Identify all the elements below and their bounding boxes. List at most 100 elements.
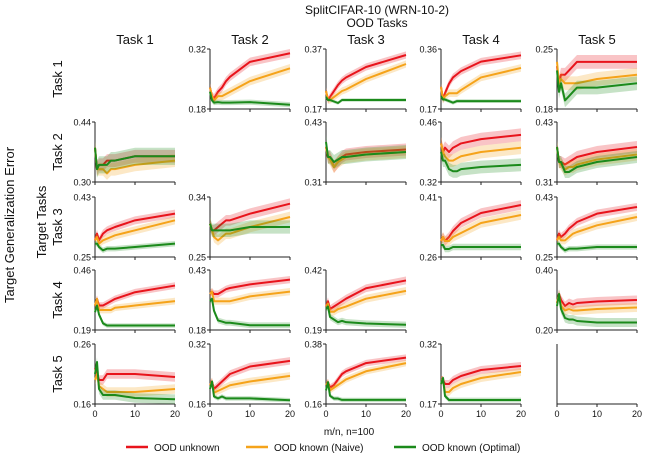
y-tick-label: 0.16 [73,400,91,410]
y-axis-label: Target Generalization Error [2,146,17,303]
y-tick-label: 0.36 [419,45,437,55]
series-line-3 [325,96,406,104]
series-line-3 [94,361,176,401]
confidence-band-1 [210,357,290,393]
legend-label-3: OOD known (Optimal) [422,443,520,454]
y-tick-label: 0.25 [535,45,553,55]
series-line-3 [440,151,522,173]
x-tick-label: 20 [401,409,411,419]
series-line-3 [557,242,637,252]
confidence-band-2 [557,55,637,91]
confidence-band-2 [95,141,175,180]
confidence-band-1 [326,276,406,314]
series-line-3 [556,70,638,102]
row-title-2: Task 2 [50,133,65,171]
y-tick-label: 0.31 [304,178,322,188]
series-line-3 [94,147,175,171]
x-tick-label: 0 [207,409,212,419]
x-tick-label: 20 [170,409,180,419]
panel-r5-c1: 0.26 0.16 [73,340,176,410]
panel-grid: Task 1 Task 2 Task 3 Task 4 Task 5 Task 1 Task… [50,32,642,419]
series-line-2 [440,66,522,101]
y-tick-label: 0.32 [419,340,437,350]
y-tick-label: 0.37 [304,45,322,55]
y-tick-label: 0.16 [304,400,322,410]
confidence-band-1 [326,141,406,173]
x-tick-label: 0 [323,409,328,419]
confidence-band-3 [210,295,290,329]
series-line-3 [556,146,638,173]
confidence-band-1 [557,141,637,171]
series-line-3 [209,297,290,327]
y-tick-label: 0.43 [188,266,206,276]
confidence-band-2 [441,64,521,104]
confidence-band-2 [326,141,406,173]
confidence-band-3 [95,357,175,404]
confidence-band-3 [95,139,175,178]
x-tick-label: 0 [554,409,559,419]
series-line-2 [94,219,176,245]
confidence-band-3 [557,63,637,108]
series-line-2 [209,67,291,102]
confidence-band-3 [557,289,637,327]
panel-r1-c3: 0.37 0.17 [304,45,407,115]
x-tick-label: 10 [130,409,140,419]
y-tick-label: 0.18 [188,326,206,336]
y-tick-label: 0.18 [188,105,206,115]
y-tick-label: 0.41 [419,193,437,203]
row-axis-label: Target Tasks [34,185,49,258]
confidence-band-3 [210,379,290,403]
legend-label-1: OOD unknown [154,443,220,454]
series-line-3 [94,304,175,327]
x-tick-label: 10 [592,409,602,419]
y-tick-label: 0.17 [419,105,437,115]
confidence-band-1 [95,209,175,245]
column-title-2: Task 2 [231,32,269,47]
y-tick-label: 0.43 [304,118,322,128]
x-tick-label: 20 [632,409,642,419]
x-tick-label: 0 [92,409,97,419]
confidence-band-2 [210,211,290,246]
series-line-3 [441,244,521,250]
y-tick-label: 0.46 [419,118,437,128]
panel-r2-c1: 0.44 0.30 [73,118,176,188]
panel-r1-c4: 0.36 0.17 [419,45,522,115]
y-tick-label: 0.17 [419,400,437,410]
series-line-3 [209,223,290,232]
panel-r2-c4: 0.46 0.32 [419,118,522,188]
y-tick-label: 0.25 [73,253,91,263]
column-title-4: Task 4 [462,32,500,47]
confidence-band-1 [557,203,637,245]
confidence-band-1 [326,51,406,104]
confidence-band-3 [557,141,637,178]
x-tick-label: 20 [516,409,526,419]
panel-r3-c5: 0.43 0.25 [535,193,638,263]
confidence-band-1 [557,289,637,311]
panel-r2-c5: 0.43 0.31 [535,118,638,188]
column-title-3: Task 3 [347,32,385,47]
y-tick-label: 0.31 [535,178,553,188]
y-tick-label: 0.20 [535,326,553,336]
x-tick-label: 10 [361,409,371,419]
chart-subtitle: OOD Tasks [346,16,407,30]
panel-r5-c2: 0.32 0.16 [188,340,291,410]
series-line-3 [556,293,637,324]
y-tick-label: 0.19 [304,326,322,336]
series-line-3 [440,377,521,401]
y-tick-label: 0.43 [73,193,91,203]
series-line-3 [209,380,291,402]
series-line-2 [440,214,522,242]
y-tick-label: 0.18 [535,105,553,115]
confidence-band-2 [95,216,175,248]
series-line-3 [209,91,291,106]
column-title-5: Task 5 [578,32,616,47]
x-tick-label: 0 [438,409,443,419]
panel-r3-c1: 0.43 0.25 [73,193,176,263]
x-tick-label: 20 [285,409,295,419]
series-line-2 [209,216,291,242]
x-tick-label: 10 [245,409,255,419]
panel-r4-c5: 0.40 0.20 [535,266,638,336]
y-tick-label: 0.42 [304,266,322,276]
column-title-1: Task 1 [116,32,154,47]
